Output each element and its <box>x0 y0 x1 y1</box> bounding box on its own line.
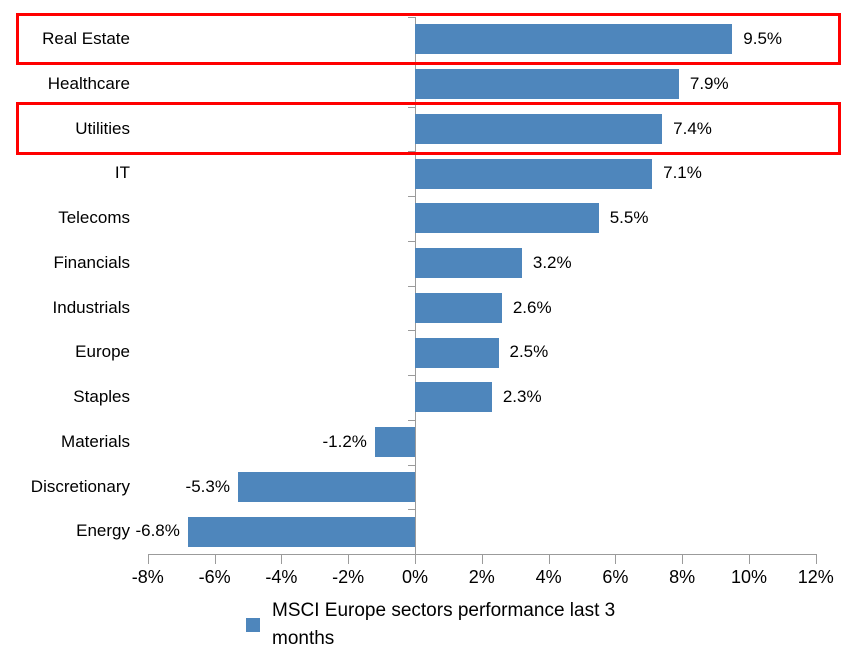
axis-tick <box>481 554 483 564</box>
category-label: Europe <box>75 342 130 362</box>
category-axis-tick <box>408 151 415 153</box>
axis-tick-label: 0% <box>401 567 428 587</box>
category-axis-tick <box>408 106 415 108</box>
category-label: Industrials <box>52 297 130 317</box>
value-label: 7.4% <box>673 118 712 138</box>
value-label: 7.1% <box>663 163 702 183</box>
bar <box>415 203 599 234</box>
value-label: -6.8% <box>135 521 180 541</box>
category-label: Telecoms <box>58 208 130 227</box>
bar <box>374 427 415 458</box>
bar <box>187 516 415 547</box>
axis-tick <box>682 554 684 564</box>
value-label: 2.5% <box>509 342 549 362</box>
category-axis-tick <box>408 375 415 376</box>
value-label: 9.5% <box>743 29 783 48</box>
bar <box>237 471 415 502</box>
axis-tick-label: 8% <box>669 567 696 587</box>
category-label: Real Estate <box>42 29 130 48</box>
legend-marker-square <box>246 618 260 632</box>
category-label: Energy <box>76 521 130 541</box>
axis-tick-label: 12% <box>797 567 834 587</box>
value-label: 5.5% <box>609 208 649 227</box>
category-label: Discretionary <box>30 476 130 496</box>
category-label: IT <box>114 163 130 183</box>
bar <box>415 382 492 413</box>
category-axis-tick <box>408 61 415 63</box>
category-axis-tick <box>408 330 415 332</box>
category-axis-tick <box>408 240 415 242</box>
axis-tick <box>415 554 416 564</box>
axis-tick <box>749 554 750 564</box>
category-label: Utilities <box>75 118 130 138</box>
bar <box>415 248 522 279</box>
bar <box>415 337 499 368</box>
bar <box>415 113 663 144</box>
category-axis-tick <box>408 17 415 18</box>
bar <box>415 24 733 55</box>
category-label: Materials <box>61 431 130 451</box>
axis-tick-label: 2% <box>468 567 495 587</box>
axis-tick-label: -2% <box>332 567 365 587</box>
value-label: 2.6% <box>512 297 552 317</box>
axis-tick <box>615 554 617 564</box>
axis-tick-label: -6% <box>198 567 231 587</box>
axis-tick-label: -4% <box>265 567 298 587</box>
axis-tick-label: 4% <box>535 567 562 587</box>
axis-tick <box>281 554 283 564</box>
category-label: Healthcare <box>47 73 130 93</box>
legend: MSCI Europe sectors performance last 3 m… <box>246 600 650 649</box>
bar <box>415 69 679 100</box>
axis-tick-label: 6% <box>602 567 629 587</box>
value-label: 2.3% <box>502 387 542 406</box>
category-axis-tick <box>408 285 415 287</box>
axis-tick <box>147 554 149 564</box>
axis-tick <box>815 554 817 564</box>
axis-tick-label: -8% <box>131 567 164 587</box>
category-axis-tick <box>408 419 415 421</box>
highlight-box <box>16 12 841 66</box>
category-axis-tick <box>408 509 415 511</box>
category-axis-tick <box>408 196 415 197</box>
value-label: -1.2% <box>322 431 367 451</box>
axis-tick-label: 10% <box>730 567 768 587</box>
value-label: 3.2% <box>532 252 572 272</box>
highlight-box <box>16 102 841 155</box>
axis-tick <box>214 554 216 564</box>
value-label: 7.9% <box>689 73 729 93</box>
bar <box>415 158 653 189</box>
category-label: Staples <box>73 387 130 406</box>
value-label: -5.3% <box>185 476 230 496</box>
axis-tick <box>348 554 350 564</box>
axis-tick <box>548 554 550 564</box>
category-axis-line <box>415 17 416 554</box>
bar <box>415 292 502 323</box>
legend-label: MSCI Europe sectors performance last 3 m… <box>272 600 616 649</box>
category-label: Financials <box>53 252 130 272</box>
category-axis-tick <box>408 464 415 466</box>
